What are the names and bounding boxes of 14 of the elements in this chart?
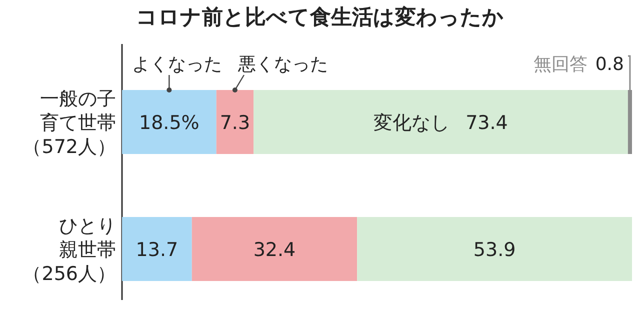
data-label: 13.7 [136, 239, 178, 261]
y-tick-label: 一般の子育て世帯（572人） [22, 88, 116, 158]
y-tick-label: ひとり親世帯（256人） [22, 215, 116, 285]
data-label: 18.5% [138, 112, 200, 134]
series-label: よくなった [132, 54, 222, 75]
data-label: 7.3 [220, 112, 250, 134]
text: 無回答 [533, 54, 588, 75]
data-label: 73.4 [466, 112, 508, 134]
series-label: 変化なし [374, 112, 450, 134]
data-label: 0.8 [595, 54, 624, 75]
chart-title: コロナ前と比べて食生活は変わったか [136, 5, 504, 29]
data-label: 53.9 [473, 239, 516, 261]
series-label: 悪くなった [237, 54, 328, 75]
data-label: 32.4 [253, 239, 296, 261]
